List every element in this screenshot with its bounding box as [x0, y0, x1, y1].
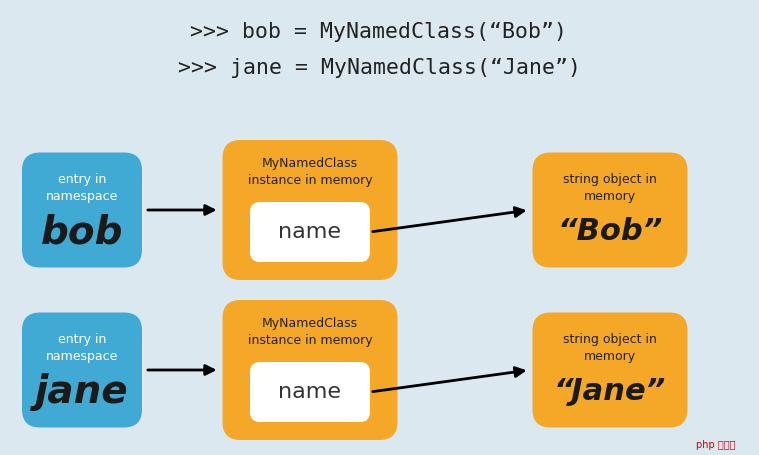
Text: entry in
namespace: entry in namespace: [46, 333, 118, 363]
Text: name: name: [279, 222, 342, 242]
Text: name: name: [279, 382, 342, 402]
Text: MyNamedClass
instance in memory: MyNamedClass instance in memory: [247, 317, 373, 347]
Text: string object in
memory: string object in memory: [563, 173, 657, 203]
FancyBboxPatch shape: [533, 313, 688, 428]
FancyBboxPatch shape: [250, 202, 370, 262]
Text: >>> jane = MyNamedClass(“Jane”): >>> jane = MyNamedClass(“Jane”): [178, 58, 581, 78]
FancyBboxPatch shape: [250, 362, 370, 422]
FancyBboxPatch shape: [22, 152, 142, 268]
FancyBboxPatch shape: [22, 313, 142, 428]
Text: bob: bob: [41, 213, 123, 251]
Text: php 中文网: php 中文网: [695, 440, 735, 450]
Text: “Bob”: “Bob”: [557, 217, 663, 247]
Text: string object in
memory: string object in memory: [563, 333, 657, 363]
Text: “Jane”: “Jane”: [554, 378, 666, 406]
FancyBboxPatch shape: [222, 140, 398, 280]
Text: MyNamedClass
instance in memory: MyNamedClass instance in memory: [247, 157, 373, 187]
Text: jane: jane: [35, 373, 129, 411]
Text: entry in
namespace: entry in namespace: [46, 173, 118, 203]
FancyBboxPatch shape: [222, 300, 398, 440]
Text: >>> bob = MyNamedClass(“Bob”): >>> bob = MyNamedClass(“Bob”): [191, 22, 568, 42]
FancyBboxPatch shape: [533, 152, 688, 268]
